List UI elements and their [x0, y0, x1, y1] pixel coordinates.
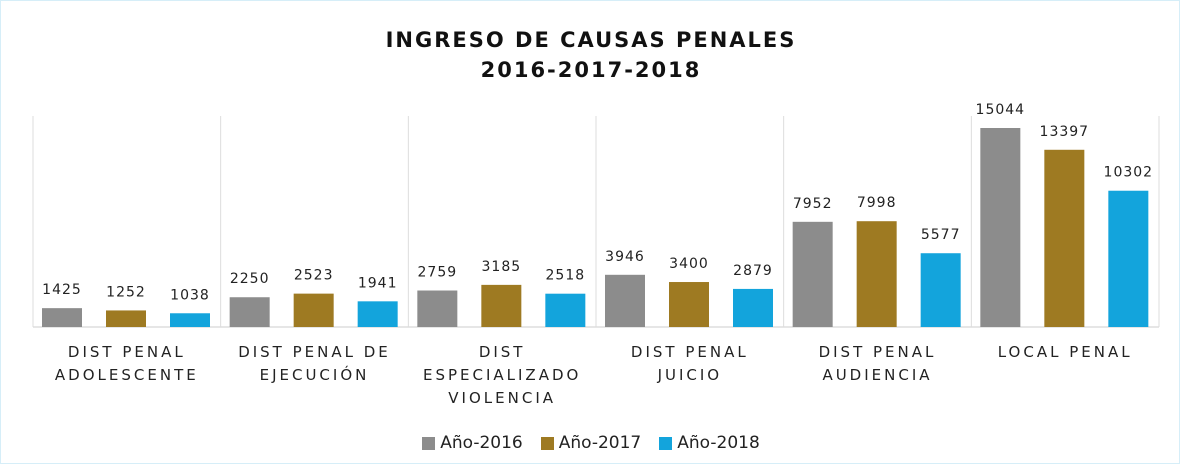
bar — [980, 128, 1021, 327]
bar — [792, 221, 833, 327]
x-tick-label: DIST PENAL AUDIENCIA — [818, 343, 937, 384]
value-label: 2523 — [294, 268, 334, 284]
legend: Año-2016 Año-2017 Año-2018 — [1, 433, 1180, 453]
legend-swatch — [540, 436, 554, 450]
legend-item: Año-2018 — [659, 433, 760, 453]
value-label: 2250 — [230, 271, 270, 287]
bar — [545, 293, 586, 327]
value-label: 7952 — [793, 196, 833, 212]
bar — [42, 308, 82, 327]
value-label: 3185 — [482, 259, 522, 275]
legend-swatch — [659, 436, 673, 450]
value-label: 7998 — [857, 195, 897, 211]
legend-label: Año-2018 — [677, 433, 760, 453]
bar — [170, 313, 210, 327]
legend-item: Año-2017 — [540, 433, 642, 453]
bar — [106, 310, 146, 327]
value-label: 2518 — [546, 268, 586, 284]
value-label: 10302 — [1104, 165, 1154, 181]
x-tick-label: DIST PENAL DE EJECUCIÓN — [238, 343, 391, 384]
bar — [1044, 149, 1085, 327]
value-label: 2759 — [418, 265, 458, 281]
bar — [1108, 190, 1149, 327]
value-label: 2879 — [733, 263, 773, 279]
bar — [920, 253, 961, 327]
bar — [229, 297, 270, 327]
value-label: 3946 — [605, 249, 645, 265]
bar — [417, 290, 458, 327]
bar — [669, 282, 709, 327]
value-label: 1425 — [42, 282, 82, 298]
bar — [293, 293, 334, 327]
x-tick-label: DIST ESPECIALIZADO VIOLENCIA — [422, 343, 582, 407]
bar — [605, 274, 645, 327]
x-tick-label: DIST PENAL ADOLESCENTE — [54, 343, 199, 384]
value-label: 1038 — [170, 287, 210, 303]
value-label: 15044 — [976, 102, 1026, 118]
bar — [481, 284, 522, 327]
legend-item: Año-2016 — [422, 433, 523, 453]
bar — [856, 221, 897, 327]
legend-label: Año-2017 — [558, 433, 642, 453]
chart-title: INGRESO DE CAUSAS PENALES 2016-2017-2018 — [385, 28, 797, 82]
legend-swatch — [422, 436, 436, 450]
value-label: 1941 — [358, 275, 398, 291]
value-label: 3400 — [669, 256, 709, 272]
value-label: 1252 — [106, 284, 146, 300]
legend-label: Año-2016 — [440, 433, 523, 453]
bar — [733, 288, 773, 327]
value-label: 5577 — [921, 227, 961, 243]
bar — [357, 301, 398, 327]
value-label: 13397 — [1040, 124, 1090, 140]
x-tick-label: DIST PENAL JUICIO — [630, 343, 749, 384]
x-tick-label: LOCAL PENAL — [997, 343, 1133, 361]
